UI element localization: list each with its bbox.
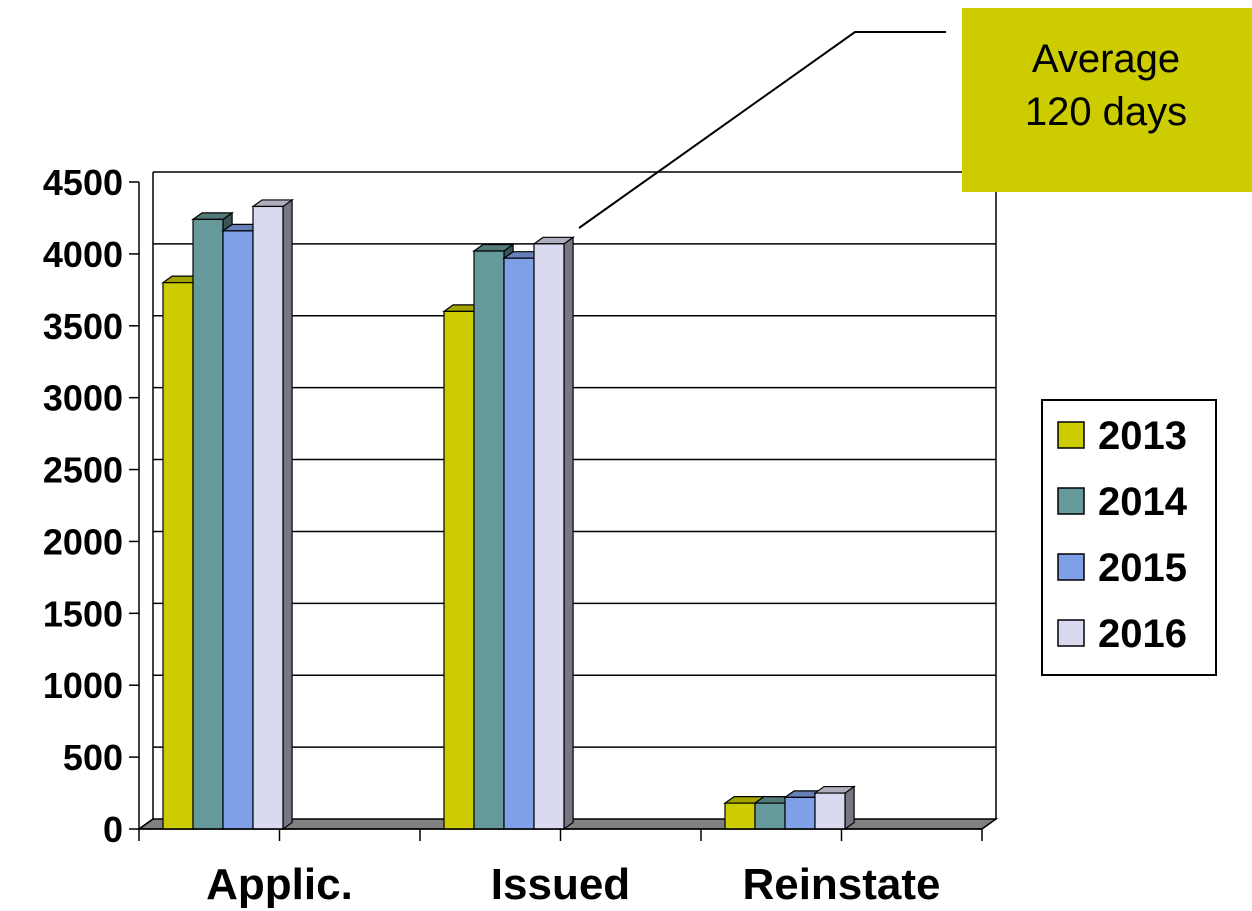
y-tick-label: 4000: [43, 234, 123, 275]
bar-front: [533, 243, 565, 830]
legend-swatch: [1057, 553, 1085, 581]
axis-depth-edge: [138, 818, 154, 830]
callout-line-2: 120 days: [1025, 90, 1187, 134]
bars: [161, 198, 856, 831]
y-tick-label: 1000: [43, 665, 123, 706]
legend-label: 2013: [1098, 414, 1187, 458]
x-axis: Applic. Issued Reinstate: [138, 828, 983, 909]
callout-line-1: Average: [1032, 37, 1180, 81]
y-tick-label: 4500: [43, 162, 123, 203]
bar-front: [754, 802, 786, 830]
bar-front: [724, 802, 756, 830]
bar-front: [503, 257, 535, 830]
y-axis: 0 500 1000 1500 2000 2500 3000 3500 4000 4500: [43, 162, 140, 850]
bar-side: [282, 198, 293, 831]
bar-side: [844, 785, 855, 831]
x-category-label: Applic.: [206, 860, 353, 909]
bar-front: [784, 796, 816, 830]
bar-front: [443, 310, 475, 830]
y-tick-label: 0: [103, 809, 123, 850]
legend-label: 2016: [1098, 612, 1187, 656]
legend-label: 2015: [1098, 546, 1187, 590]
bar-front: [252, 205, 284, 830]
y-tick-label: 2500: [43, 450, 123, 491]
bar-front: [162, 282, 194, 830]
legend-swatch: [1057, 619, 1085, 647]
y-tick-label: 500: [63, 737, 123, 778]
x-category-label: Reinstate: [742, 860, 940, 909]
legend-swatch: [1057, 421, 1085, 449]
callout-box: [962, 8, 1252, 192]
annotation-callout: Average 120 days: [578, 8, 1252, 229]
legend: 2013 2014 2015 2016: [1041, 399, 1217, 676]
bar-front: [814, 792, 846, 830]
y-tick-label: 2000: [43, 521, 123, 562]
y-tick-label: 3500: [43, 306, 123, 347]
legend-label: 2014: [1098, 480, 1188, 524]
legend-swatch: [1057, 487, 1085, 515]
callout-leader-line: [578, 31, 946, 229]
bar-front: [222, 230, 254, 830]
bar-2016-applic: [251, 198, 294, 831]
bar-2016-reinstate: [813, 785, 856, 831]
y-tick-label: 1500: [43, 593, 123, 634]
y-tick-label: 3000: [43, 378, 123, 419]
x-category-label: Issued: [491, 860, 630, 909]
bar-front: [192, 218, 224, 830]
gridlines: [153, 171, 996, 748]
bar-2016-issued: [532, 236, 575, 831]
bar-front: [473, 250, 505, 830]
bar-side: [563, 236, 574, 831]
